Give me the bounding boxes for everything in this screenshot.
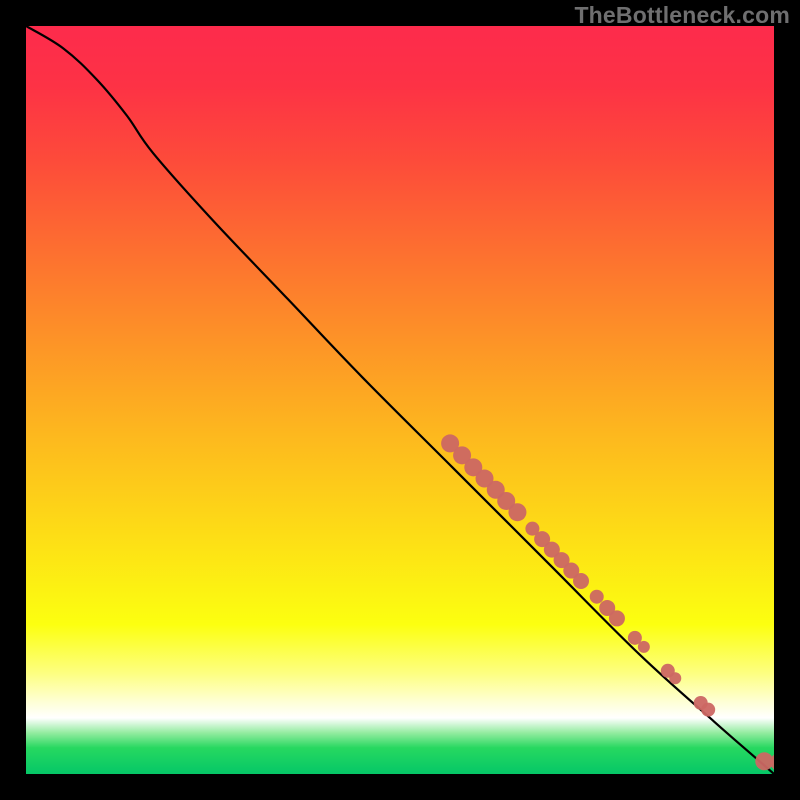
scatter-point	[770, 753, 788, 771]
scatter-point	[701, 703, 715, 717]
scatter-point	[609, 610, 625, 626]
stage: TheBottleneck.com	[0, 0, 800, 800]
scatter-point	[508, 503, 526, 521]
scatter-point	[669, 672, 681, 684]
chart-svg	[0, 0, 800, 800]
plot-background	[26, 26, 774, 774]
scatter-point	[638, 641, 650, 653]
scatter-point	[573, 573, 589, 589]
scatter-point	[590, 590, 604, 604]
